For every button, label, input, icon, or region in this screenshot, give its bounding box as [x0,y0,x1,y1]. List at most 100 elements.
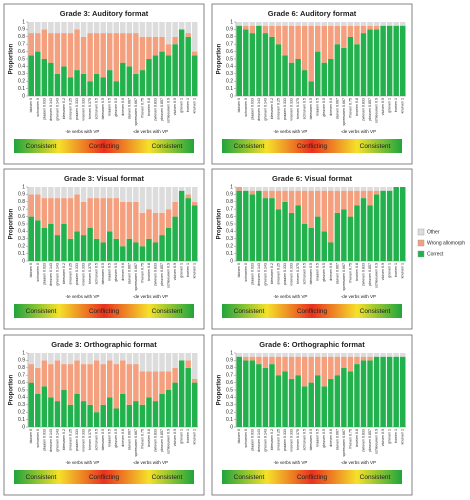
bar-segment [113,22,120,34]
bar-segment [126,201,133,239]
bar-segment [80,401,87,427]
x-tick-label: fnieven 0.75 [140,263,144,283]
bar-segment [373,194,380,261]
x-tick-label: kleeuwen 0.2 [62,263,66,284]
bar-segment [159,36,165,52]
bar-segment [61,187,67,199]
bar-segment [354,44,360,96]
bar-segment [256,353,262,357]
bar-segment [191,378,198,383]
y-tick-label: 0.7 [18,373,25,379]
x-tick-label: vluiven 0.9 [173,98,177,115]
x-tick-label: gleuven 0.5 [322,263,326,282]
x-tick-label: grieven 1 [388,429,392,444]
bar-segment [367,29,373,96]
bar-segment [249,22,256,26]
bar-segment [120,360,126,394]
bar-segment [185,353,191,361]
bar-segment [100,198,106,243]
x-tick-label: spreeuwen 0.667 [134,98,138,126]
bar-segment [262,25,269,34]
bar-segment [165,55,172,96]
x-tick-label: spreeuwen 0.667 [342,263,346,291]
bar-segment [100,77,106,96]
x-tick-label: fnieven 0.75 [140,98,144,118]
bar-segment [191,55,198,96]
bar-segment [178,353,185,361]
bar-segment [178,187,185,191]
bar-segment [120,201,126,247]
bar-segment [139,187,146,213]
bar-segment [269,22,275,26]
x-tick-label: troeien 1 [186,263,190,277]
bar-segment [80,353,87,365]
bar-segment [159,51,165,96]
y-tick-label: 0.8 [18,199,25,205]
scale-label: Conflicting [297,308,328,315]
bar-segment [334,356,341,376]
x-tick-label: fnieven 0.75 [140,429,144,449]
x-tick-label: schleeuwen 0.9 [167,429,171,454]
bar-segment [367,190,373,206]
bar-segment [360,25,367,34]
bar-segment [262,353,269,357]
x-tick-label: bleeuwen 0.5 [309,429,313,450]
bar-segment [249,190,256,195]
bar-segment [328,190,334,243]
bar-segment [360,356,367,361]
x-tick-label: schroeien 0 [36,98,40,117]
bar-segment [301,187,308,191]
bar-segment [354,205,360,261]
chart-title: Grade 3: Orthographic format [51,340,157,349]
y-tick-label: 0.2 [226,244,233,250]
scale-bar [222,470,402,484]
scale-label: Conflicting [297,474,328,481]
scale-label: Consistent [26,143,57,150]
bar-segment [41,59,48,96]
bar-segment [295,59,301,96]
bar-segment [288,356,295,379]
bar-segment [28,364,35,383]
bar-segment [347,25,354,37]
x-tick-label: fnieven 0.75 [348,263,352,283]
y-tick-label: 0 [230,93,233,99]
bar-segment [399,353,406,357]
x-tick-label: spreeuwen 0.667 [134,263,138,291]
bar-segment [321,25,328,63]
bar-segment [243,22,249,26]
x-tick-label: gleuven 0.5 [114,263,118,282]
bar-segment [360,353,367,357]
y-tick-label: 0.4 [18,64,25,70]
y-tick-label: 0.2 [18,410,25,416]
bar-segment [100,364,106,405]
bar-segment [269,198,275,261]
bar-segment [275,44,282,96]
bar-segment [249,194,256,261]
bar-segment [165,371,172,390]
bar-segment [74,360,80,394]
y-tick-label: 0.6 [18,49,25,55]
y-tick-label: 0.4 [226,64,233,70]
bar-segment [41,22,48,30]
bar-segment [120,33,126,63]
bar-segment [341,356,347,368]
scale-label: Consistent [360,143,391,150]
bar-segment [399,356,406,427]
bar-segment [133,353,139,365]
bar-segment [61,66,67,96]
y-tick-label: 0.7 [226,373,233,379]
bar-segment [262,22,269,26]
bar-segment [28,55,35,96]
y-tick-label: 1 [230,184,233,190]
bar-segment [262,356,269,368]
bar-segment [386,190,393,261]
x-tick-label: sluiven 0.667 [127,429,131,450]
bar-segment [347,353,354,357]
scale-label: Consistent [360,474,391,481]
bar-segment [256,187,262,191]
y-tick-label: 0.9 [226,358,233,364]
bar-segment [67,77,74,96]
bar-segment [159,353,165,372]
bar-segment [256,364,262,427]
bar-segment [282,356,288,372]
